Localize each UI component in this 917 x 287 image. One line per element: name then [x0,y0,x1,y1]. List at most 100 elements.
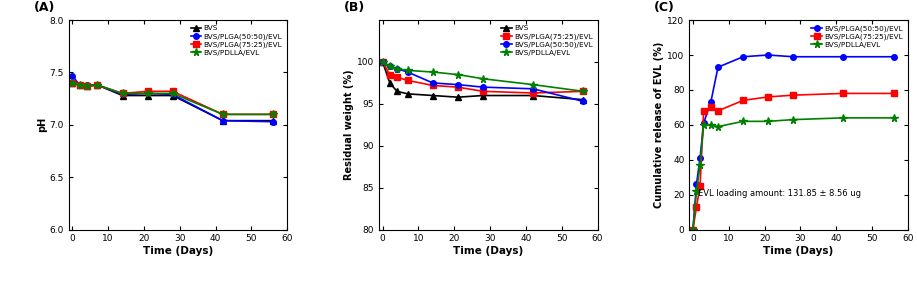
Line: BVS/PDLLA/EVL: BVS/PDLLA/EVL [379,58,587,95]
BVS/PDLLA/EVL [74,83,85,87]
BVS/PLGA(75:25)/EVL [392,75,403,79]
Text: (B): (B) [344,1,365,14]
BVS/PLGA(50:50)/EVL [82,83,93,87]
BVS/PDLLA/EVL [82,84,93,88]
BVS/PLGA(75:25)/EVL [92,83,103,87]
BVS/PLGA(75:25)/EVL [384,73,395,76]
BVS/PLGA(75:25)/EVL [737,99,748,102]
BVS/PLGA(50:50)/EVL [384,65,395,68]
BVS/PLGA(50:50)/EVL [698,121,709,125]
BVS/PDLLA/EVL [688,228,699,231]
BVS/PLGA(75:25)/EVL [691,205,702,209]
BVS/PDLLA/EVL [92,83,103,87]
BVS/PLGA(50:50)/EVL [74,83,85,87]
BVS [167,94,178,97]
BVS/PLGA(50:50)/EVL [888,55,899,59]
BVS/PLGA(75:25)/EVL [427,84,438,87]
BVS/PDLLA/EVL [384,65,395,68]
BVS/PLGA(50:50)/EVL [737,55,748,59]
BVS/PDLLA/EVL [452,73,463,76]
BVS/PDLLA/EVL [142,92,153,95]
BVS/PLGA(50:50)/EVL [838,55,849,59]
BVS/PLGA(75:25)/EVL [888,92,899,95]
BVS/PLGA(50:50)/EVL [392,67,403,70]
BVS/PDLLA/EVL [694,163,705,167]
BVS/PDLLA/EVL [763,120,774,123]
BVS/PLGA(75:25)/EVL [763,95,774,99]
BVS [427,94,438,97]
BVS/PLGA(50:50)/EVL [167,93,178,96]
Line: BVS/PLGA(50:50)/EVL: BVS/PLGA(50:50)/EVL [380,59,586,104]
BVS [74,83,85,87]
BVS/PDLLA/EVL [167,92,178,95]
Line: BVS/PLGA(75:25)/EVL: BVS/PLGA(75:25)/EVL [691,91,896,232]
BVS/PDLLA/EVL [737,120,748,123]
BVS/PDLLA/EVL [578,90,589,93]
BVS/PLGA(50:50)/EVL [691,183,702,186]
BVS/PDLLA/EVL [527,83,538,86]
BVS/PDLLA/EVL [403,69,414,72]
BVS/PLGA(75:25)/EVL [67,81,78,85]
BVS/PLGA(50:50)/EVL [67,74,78,77]
BVS/PLGA(75:25)/EVL [688,228,699,231]
Line: BVS: BVS [380,59,586,102]
BVS/PDLLA/EVL [713,125,724,128]
BVS/PLGA(75:25)/EVL [217,113,228,116]
BVS/PLGA(50:50)/EVL [688,228,699,231]
BVS/PDLLA/EVL [705,123,716,127]
Line: BVS/PLGA(75:25)/EVL: BVS/PLGA(75:25)/EVL [380,59,586,96]
Line: BVS: BVS [70,80,276,123]
BVS/PDLLA/EVL [392,67,403,70]
BVS/PLGA(75:25)/EVL [74,83,85,87]
BVS/PLGA(50:50)/EVL [427,81,438,85]
Line: BVS/PLGA(50:50)/EVL: BVS/PLGA(50:50)/EVL [70,73,276,125]
BVS/PLGA(50:50)/EVL [117,93,128,96]
Legend: BVS, BVS/PLGA(75:25)/EVL, BVS/PLGA(50:50)/EVL, BVS/PDLLA/EVL: BVS, BVS/PLGA(75:25)/EVL, BVS/PLGA(50:50… [500,24,594,57]
BVS/PDLLA/EVL [698,123,709,127]
BVS/PDLLA/EVL [427,70,438,74]
BVS [478,94,489,97]
BVS/PLGA(50:50)/EVL [403,70,414,74]
BVS/PLGA(50:50)/EVL [142,92,153,95]
BVS [268,119,279,122]
BVS [82,84,93,88]
BVS/PLGA(75:25)/EVL [705,106,716,109]
Line: BVS/PDLLA/EVL: BVS/PDLLA/EVL [69,79,277,118]
X-axis label: Time (Days): Time (Days) [764,246,834,256]
BVS [403,92,414,96]
BVS/PLGA(50:50)/EVL [217,119,228,122]
BVS/PLGA(50:50)/EVL [578,100,589,103]
BVS [92,83,103,87]
BVS/PDLLA/EVL [268,113,279,116]
Text: (A): (A) [34,1,55,14]
BVS/PLGA(75:25)/EVL [713,109,724,113]
BVS/PLGA(75:25)/EVL [82,84,93,88]
BVS/PDLLA/EVL [217,113,228,116]
BVS/PLGA(75:25)/EVL [377,60,388,64]
BVS/PLGA(50:50)/EVL [92,83,103,87]
Line: BVS/PLGA(75:25)/EVL: BVS/PLGA(75:25)/EVL [70,80,276,117]
BVS/PLGA(50:50)/EVL [527,87,538,90]
BVS/PLGA(75:25)/EVL [403,79,414,82]
BVS/PLGA(50:50)/EVL [377,60,388,64]
Legend: BVS/PLGA(50:50)/EVL, BVS/PLGA(75:25)/EVL, BVS/PDLLA/EVL: BVS/PLGA(50:50)/EVL, BVS/PLGA(75:25)/EVL… [810,24,904,49]
BVS/PDLLA/EVL [788,118,799,121]
BVS/PLGA(50:50)/EVL [713,65,724,69]
Text: (C): (C) [655,1,675,14]
X-axis label: Time (Days): Time (Days) [453,246,524,256]
BVS/PLGA(75:25)/EVL [117,92,128,95]
BVS/PLGA(75:25)/EVL [578,90,589,93]
BVS [67,81,78,85]
BVS/PLGA(50:50)/EVL [694,156,705,160]
Legend: BVS, BVS/PLGA(50:50)/EVL, BVS/PLGA(75:25)/EVL, BVS/PDLLA/EVL: BVS, BVS/PLGA(50:50)/EVL, BVS/PLGA(75:25… [189,24,283,57]
BVS [384,81,395,85]
BVS/PDLLA/EVL [377,60,388,64]
BVS/PDLLA/EVL [478,77,489,80]
BVS [142,94,153,97]
BVS [377,60,388,64]
BVS/PLGA(50:50)/EVL [478,86,489,89]
BVS/PDLLA/EVL [67,81,78,85]
BVS/PLGA(50:50)/EVL [788,55,799,59]
Text: EVL loading amount: 131.85 ± 8.56 ug: EVL loading amount: 131.85 ± 8.56 ug [698,189,861,198]
BVS/PLGA(75:25)/EVL [452,86,463,89]
